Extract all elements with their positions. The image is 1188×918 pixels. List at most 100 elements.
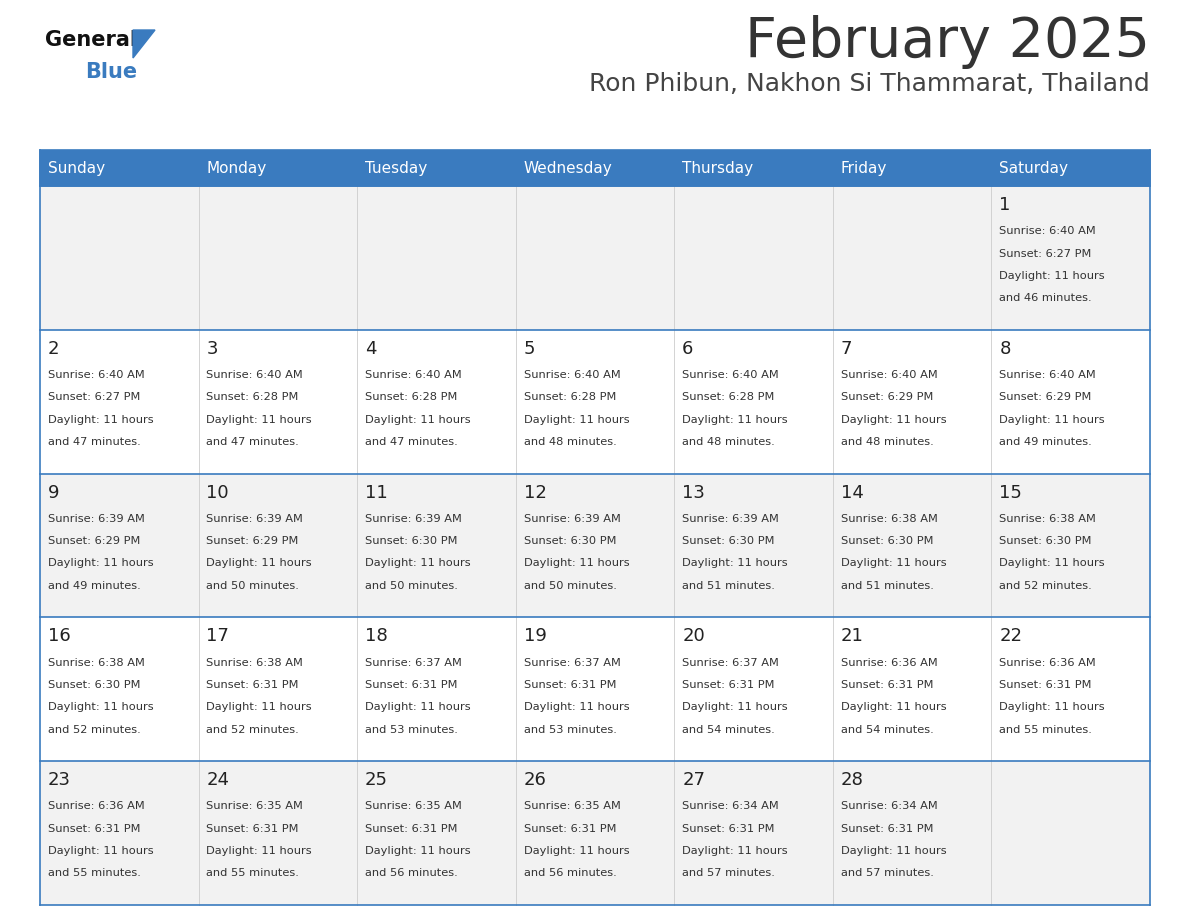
- Text: 4: 4: [365, 340, 377, 358]
- Bar: [992, 186, 1150, 330]
- Bar: [992, 618, 1150, 761]
- Text: and 55 minutes.: and 55 minutes.: [207, 868, 299, 879]
- Text: 1: 1: [999, 196, 1011, 214]
- Text: Friday: Friday: [841, 161, 887, 175]
- Text: Sunrise: 6:37 AM: Sunrise: 6:37 AM: [365, 657, 462, 667]
- Text: Sunrise: 6:40 AM: Sunrise: 6:40 AM: [999, 226, 1097, 236]
- Text: Sunrise: 6:35 AM: Sunrise: 6:35 AM: [524, 801, 620, 812]
- Text: Sunset: 6:29 PM: Sunset: 6:29 PM: [48, 536, 140, 546]
- Text: Daylight: 11 hours: Daylight: 11 hours: [365, 702, 470, 712]
- Text: 15: 15: [999, 484, 1022, 501]
- Text: and 56 minutes.: and 56 minutes.: [524, 868, 617, 879]
- Bar: [833, 330, 992, 474]
- Bar: [675, 618, 833, 761]
- Text: 25: 25: [365, 771, 388, 789]
- Text: Daylight: 11 hours: Daylight: 11 hours: [365, 558, 470, 568]
- Text: Sunrise: 6:39 AM: Sunrise: 6:39 AM: [48, 514, 145, 524]
- Bar: [358, 761, 516, 905]
- Text: Sunrise: 6:39 AM: Sunrise: 6:39 AM: [365, 514, 462, 524]
- Text: Sunrise: 6:40 AM: Sunrise: 6:40 AM: [841, 370, 937, 380]
- Text: Daylight: 11 hours: Daylight: 11 hours: [682, 702, 788, 712]
- Text: Sunrise: 6:37 AM: Sunrise: 6:37 AM: [682, 657, 779, 667]
- Text: Tuesday: Tuesday: [365, 161, 428, 175]
- Text: Daylight: 11 hours: Daylight: 11 hours: [365, 415, 470, 425]
- Text: 23: 23: [48, 771, 71, 789]
- Bar: [516, 186, 675, 330]
- Text: Sunset: 6:30 PM: Sunset: 6:30 PM: [682, 536, 775, 546]
- Text: and 46 minutes.: and 46 minutes.: [999, 293, 1092, 303]
- Text: Sunrise: 6:36 AM: Sunrise: 6:36 AM: [48, 801, 145, 812]
- Bar: [40, 330, 198, 474]
- Text: Sunday: Sunday: [48, 161, 105, 175]
- Text: 28: 28: [841, 771, 864, 789]
- Text: and 48 minutes.: and 48 minutes.: [841, 437, 934, 447]
- Text: 16: 16: [48, 628, 70, 645]
- Text: Sunset: 6:29 PM: Sunset: 6:29 PM: [999, 392, 1092, 402]
- Text: and 49 minutes.: and 49 minutes.: [999, 437, 1092, 447]
- Bar: [833, 186, 992, 330]
- Bar: [40, 761, 198, 905]
- Text: Sunset: 6:27 PM: Sunset: 6:27 PM: [48, 392, 140, 402]
- Text: Sunset: 6:31 PM: Sunset: 6:31 PM: [365, 823, 457, 834]
- Text: Daylight: 11 hours: Daylight: 11 hours: [682, 415, 788, 425]
- Text: Sunrise: 6:35 AM: Sunrise: 6:35 AM: [365, 801, 462, 812]
- Text: Sunrise: 6:40 AM: Sunrise: 6:40 AM: [999, 370, 1097, 380]
- Text: Sunset: 6:30 PM: Sunset: 6:30 PM: [48, 680, 140, 690]
- Text: Sunrise: 6:40 AM: Sunrise: 6:40 AM: [682, 370, 779, 380]
- Bar: [516, 618, 675, 761]
- Text: Daylight: 11 hours: Daylight: 11 hours: [48, 415, 153, 425]
- Text: Sunrise: 6:40 AM: Sunrise: 6:40 AM: [524, 370, 620, 380]
- Text: and 47 minutes.: and 47 minutes.: [48, 437, 140, 447]
- Bar: [992, 330, 1150, 474]
- Text: and 50 minutes.: and 50 minutes.: [207, 581, 299, 590]
- Text: 24: 24: [207, 771, 229, 789]
- Text: Sunset: 6:30 PM: Sunset: 6:30 PM: [524, 536, 617, 546]
- Text: Daylight: 11 hours: Daylight: 11 hours: [48, 702, 153, 712]
- Text: Sunrise: 6:37 AM: Sunrise: 6:37 AM: [524, 657, 620, 667]
- Text: and 53 minutes.: and 53 minutes.: [524, 724, 617, 734]
- Text: 13: 13: [682, 484, 706, 501]
- Bar: [675, 474, 833, 618]
- Bar: [358, 330, 516, 474]
- Text: Sunrise: 6:38 AM: Sunrise: 6:38 AM: [999, 514, 1097, 524]
- Text: Sunset: 6:31 PM: Sunset: 6:31 PM: [207, 823, 299, 834]
- Text: and 50 minutes.: and 50 minutes.: [524, 581, 617, 590]
- Text: Sunset: 6:31 PM: Sunset: 6:31 PM: [48, 823, 140, 834]
- Text: 3: 3: [207, 340, 219, 358]
- Text: Daylight: 11 hours: Daylight: 11 hours: [524, 415, 630, 425]
- Text: and 49 minutes.: and 49 minutes.: [48, 581, 140, 590]
- Bar: [198, 186, 358, 330]
- Text: 26: 26: [524, 771, 546, 789]
- Text: 19: 19: [524, 628, 546, 645]
- Text: Sunset: 6:28 PM: Sunset: 6:28 PM: [207, 392, 299, 402]
- Text: General: General: [45, 30, 137, 50]
- Bar: [198, 150, 358, 186]
- Text: 5: 5: [524, 340, 535, 358]
- Text: and 52 minutes.: and 52 minutes.: [999, 581, 1092, 590]
- Bar: [516, 761, 675, 905]
- Text: Sunrise: 6:39 AM: Sunrise: 6:39 AM: [207, 514, 303, 524]
- Text: Sunset: 6:31 PM: Sunset: 6:31 PM: [524, 823, 617, 834]
- Text: and 53 minutes.: and 53 minutes.: [365, 724, 457, 734]
- Text: 27: 27: [682, 771, 706, 789]
- Text: 11: 11: [365, 484, 387, 501]
- Text: Sunrise: 6:34 AM: Sunrise: 6:34 AM: [682, 801, 779, 812]
- Bar: [198, 474, 358, 618]
- Bar: [675, 150, 833, 186]
- Text: Sunrise: 6:40 AM: Sunrise: 6:40 AM: [207, 370, 303, 380]
- Text: Daylight: 11 hours: Daylight: 11 hours: [682, 558, 788, 568]
- Text: and 52 minutes.: and 52 minutes.: [207, 724, 299, 734]
- Text: Daylight: 11 hours: Daylight: 11 hours: [524, 702, 630, 712]
- Text: Sunset: 6:27 PM: Sunset: 6:27 PM: [999, 249, 1092, 259]
- Text: 18: 18: [365, 628, 387, 645]
- Text: and 51 minutes.: and 51 minutes.: [682, 581, 775, 590]
- Text: Daylight: 11 hours: Daylight: 11 hours: [841, 415, 947, 425]
- Text: Sunrise: 6:35 AM: Sunrise: 6:35 AM: [207, 801, 303, 812]
- Text: and 54 minutes.: and 54 minutes.: [682, 724, 775, 734]
- Text: Daylight: 11 hours: Daylight: 11 hours: [48, 846, 153, 856]
- Text: Saturday: Saturday: [999, 161, 1068, 175]
- Text: Sunset: 6:31 PM: Sunset: 6:31 PM: [207, 680, 299, 690]
- Text: 10: 10: [207, 484, 229, 501]
- Text: Sunrise: 6:34 AM: Sunrise: 6:34 AM: [841, 801, 937, 812]
- Text: Daylight: 11 hours: Daylight: 11 hours: [48, 558, 153, 568]
